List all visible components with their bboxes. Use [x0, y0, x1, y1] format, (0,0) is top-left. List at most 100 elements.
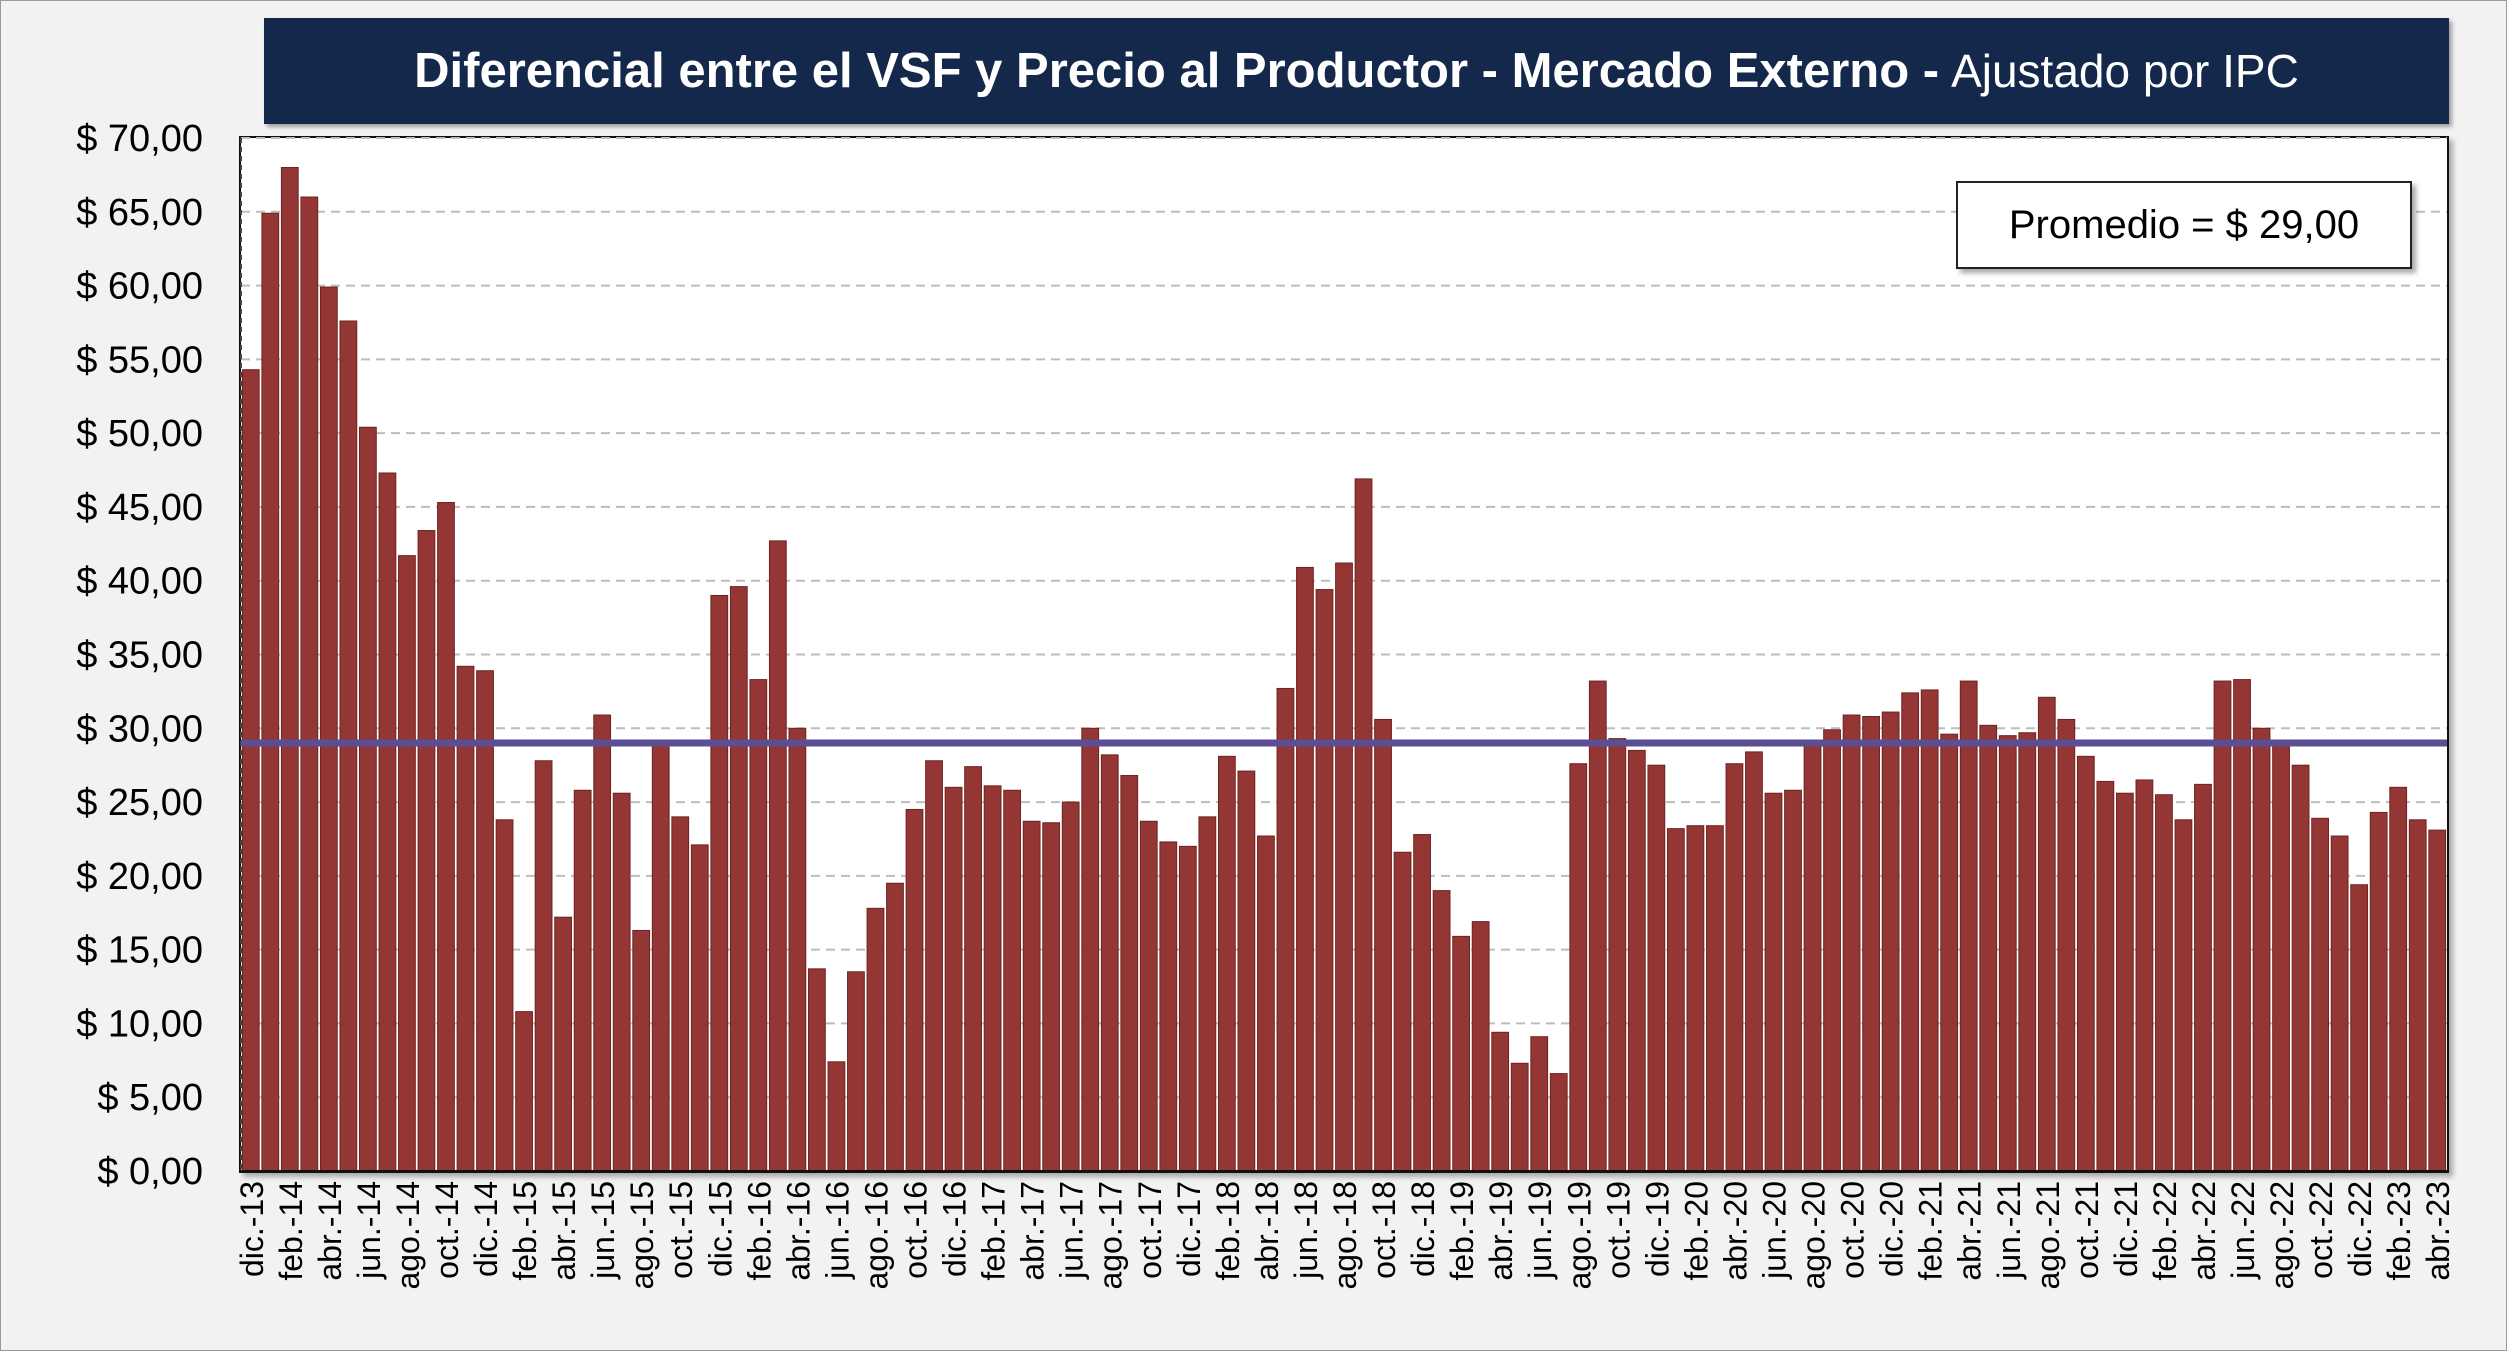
bar — [749, 679, 768, 1172]
x-tick-label: abr.-22 — [2186, 1181, 2222, 1281]
x-tick-label: dic.-19 — [1639, 1181, 1675, 1277]
bar — [1374, 718, 1392, 1172]
bar — [671, 816, 690, 1172]
bar — [651, 745, 670, 1172]
bar — [2389, 786, 2408, 1172]
bar — [1901, 692, 1920, 1172]
x-tick-label: oct.-19 — [1600, 1181, 1636, 1279]
y-tick-label: $ 0,00 — [97, 1151, 203, 1193]
bar — [2252, 727, 2271, 1172]
x-tick-label: ago.-19 — [1561, 1181, 1597, 1290]
y-tick-label: $ 40,00 — [76, 561, 203, 603]
bar — [1510, 1062, 1529, 1172]
bar — [1784, 789, 1802, 1172]
bar — [612, 792, 631, 1172]
bar — [1471, 921, 1490, 1172]
bar — [1998, 735, 2017, 1172]
average-label: Promedio = $ 29,00 — [2008, 202, 2360, 247]
bar — [1354, 478, 1373, 1172]
bar — [1862, 715, 1880, 1172]
bar — [2330, 835, 2349, 1172]
x-tick-label: jun.-19 — [1522, 1181, 1558, 1280]
bar — [2272, 742, 2290, 1172]
bar — [1979, 724, 1998, 1172]
x-tick-label: oct.-21 — [2069, 1181, 2105, 1279]
x-tick-label: abr.-20 — [1717, 1181, 1753, 1281]
bar — [1315, 589, 1334, 1172]
bar — [827, 1061, 846, 1172]
bar — [847, 971, 865, 1172]
y-tick-label: $ 30,00 — [76, 708, 203, 750]
bar — [886, 882, 904, 1172]
x-tick-label: dic.-16 — [937, 1181, 973, 1277]
bar — [944, 786, 963, 1172]
x-tick-label: oct.-22 — [2303, 1181, 2339, 1279]
bar — [1569, 763, 1588, 1172]
x-tick-label: feb.-20 — [1678, 1181, 1714, 1281]
bar — [1706, 825, 1724, 1172]
bar — [690, 844, 709, 1172]
bar — [2369, 811, 2388, 1172]
x-tick-label: jun.-14 — [351, 1181, 387, 1280]
bar — [1413, 834, 1431, 1172]
x-tick-label: abr.-21 — [1952, 1181, 1988, 1281]
x-tick-label: dic.-17 — [1171, 1181, 1207, 1277]
x-tick-label: oct.-15 — [663, 1181, 699, 1279]
x-tick-label: jun.-22 — [2225, 1181, 2261, 1280]
bar — [1940, 733, 1959, 1172]
bar — [2233, 679, 2251, 1172]
bar — [1823, 729, 1841, 1172]
bar — [1588, 680, 1607, 1172]
x-tick-label: feb.-19 — [1444, 1181, 1480, 1281]
average-label-box: Promedio = $ 29,00 — [1956, 181, 2412, 269]
bar — [1452, 935, 1471, 1172]
bar — [925, 760, 943, 1172]
x-tick-label: jun.-16 — [819, 1181, 855, 1280]
bar — [1745, 751, 1763, 1172]
bar — [1530, 1036, 1549, 1172]
bar — [593, 714, 612, 1172]
y-tick-label: $ 70,00 — [76, 118, 203, 160]
bar — [905, 808, 924, 1172]
bar — [788, 727, 807, 1172]
bar — [1003, 789, 1022, 1172]
x-tick-label: jun.-20 — [1756, 1181, 1792, 1280]
y-tick-label: $ 10,00 — [76, 1003, 203, 1045]
chart-title-bar: Diferencial entre el VSF y Precio al Pro… — [264, 18, 2449, 124]
x-tick-label: jun.-21 — [1991, 1181, 2027, 1280]
x-tick-label: ago.-15 — [624, 1181, 660, 1290]
x-tick-label: jun.-18 — [1288, 1181, 1324, 1280]
bar — [1237, 770, 1256, 1172]
x-tick-label: oct.-14 — [429, 1181, 465, 1279]
bar — [515, 1011, 533, 1172]
y-tick-label: $ 60,00 — [76, 266, 203, 308]
y-tick-label: $ 50,00 — [76, 413, 203, 455]
bar — [2350, 884, 2369, 1172]
x-tick-label: ago.-18 — [1327, 1181, 1363, 1290]
bar — [378, 472, 397, 1172]
x-tick-label: ago.-14 — [390, 1181, 426, 1290]
bar — [1920, 689, 1939, 1172]
bar — [1081, 727, 1100, 1172]
bar — [1100, 754, 1119, 1172]
bar — [1959, 680, 1978, 1172]
bar — [300, 196, 319, 1172]
bar — [280, 167, 299, 1172]
bar — [1627, 749, 1646, 1172]
bar — [2428, 829, 2447, 1172]
bar — [1335, 562, 1353, 1172]
bar — [1198, 816, 1217, 1172]
x-tick-label: oct.-20 — [1835, 1181, 1871, 1279]
bar — [437, 502, 455, 1172]
bar — [729, 586, 748, 1172]
chart-title: Diferencial entre el VSF y Precio al Pro… — [414, 46, 2299, 96]
bar — [983, 785, 1002, 1172]
bar — [1042, 822, 1061, 1172]
bar — [2018, 732, 2037, 1172]
bar — [2408, 819, 2427, 1172]
y-tick-label: $ 35,00 — [76, 635, 203, 677]
x-tick-label: abr.-23 — [2420, 1181, 2456, 1281]
x-tick-label: ago.-22 — [2264, 1181, 2300, 1290]
